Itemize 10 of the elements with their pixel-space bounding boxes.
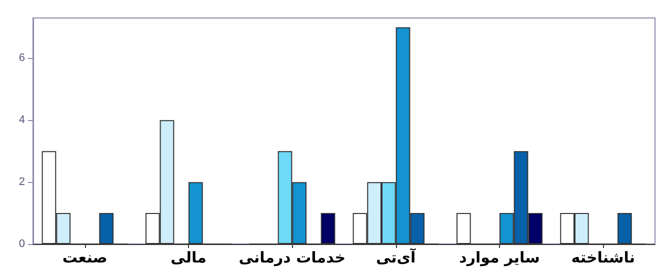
x-tick-label: آی‌تی: [376, 248, 417, 266]
x-tick-label: صنعت: [62, 248, 108, 266]
y-tick-label: 4: [18, 114, 25, 126]
x-tick-label: مالی: [170, 248, 206, 266]
x-tick-label: سایر موارد: [459, 248, 540, 266]
y-tick-label: 2: [18, 176, 25, 188]
x-tick-label: ناشناخته: [571, 248, 636, 266]
x-tick-label: خدمات درمانی: [238, 248, 346, 266]
y-tick-label: 0: [18, 238, 25, 250]
y-tick-label: 6: [18, 52, 25, 64]
